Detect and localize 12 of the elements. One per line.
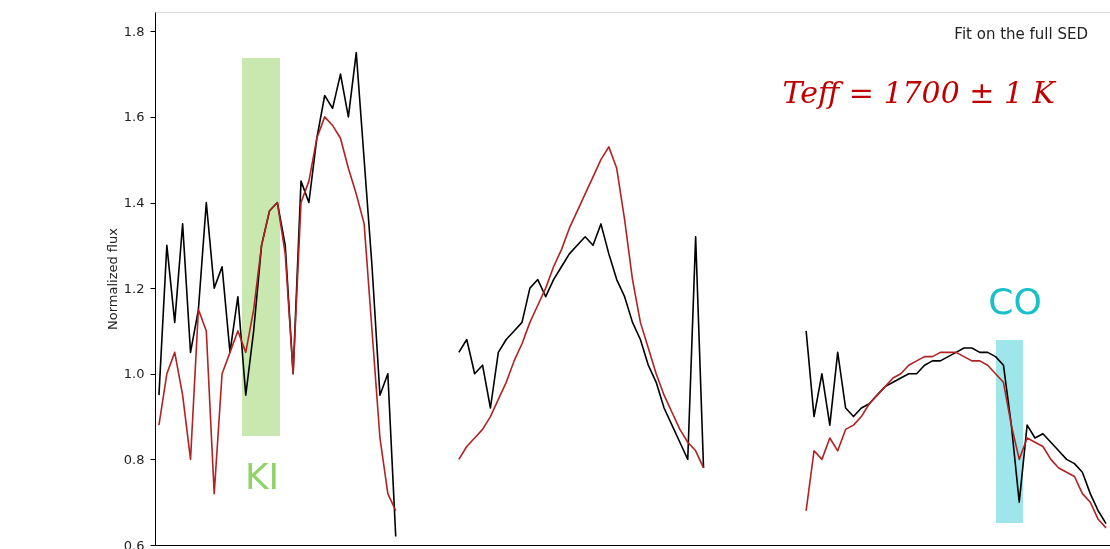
y-axis-title: Normalized flux	[104, 227, 120, 330]
y-tick-label: 1.6	[123, 109, 145, 125]
annotation: Fit on the full SED	[954, 25, 1088, 43]
y-tick-label: 1.8	[123, 23, 145, 39]
y-tick-label: 1.0	[123, 366, 145, 382]
annotation: KI	[244, 456, 280, 497]
y-tick-label: 0.6	[123, 537, 145, 549]
annotation: CO	[988, 281, 1042, 322]
annotation: Teff = 1700 ± 1 K	[782, 75, 1057, 110]
y-tick-label: 1.2	[123, 280, 145, 296]
y-tick-label: 1.4	[123, 195, 145, 211]
y-tick-label: 0.8	[123, 451, 145, 467]
